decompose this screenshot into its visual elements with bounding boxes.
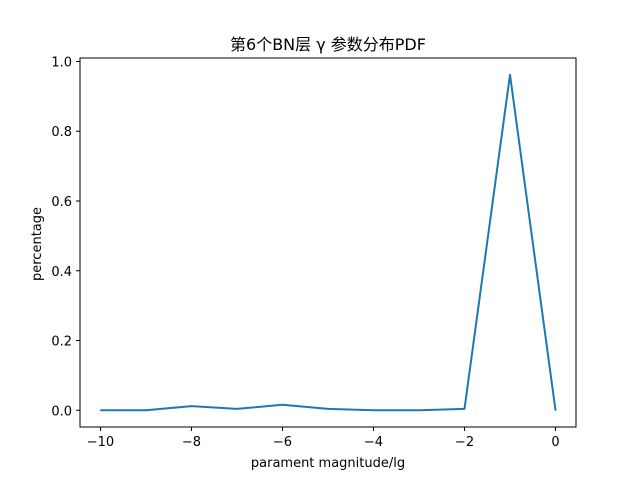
- data-point: [463, 408, 466, 410]
- series-layer: [99, 73, 557, 412]
- x-tick-label: −4: [364, 435, 383, 450]
- data-point: [236, 408, 238, 410]
- x-tick-label: −10: [87, 435, 114, 450]
- chart-title: 第6个BN层 γ 参数分布PDF: [230, 35, 426, 54]
- data-point: [145, 409, 147, 411]
- ticks: −10 −8 −6 −4 −2 0 0.0 0.2 0.4 0.6 0.8 1.0: [51, 55, 559, 450]
- y-axis-label: percentage: [30, 207, 45, 281]
- y-tick-label: 0.8: [51, 125, 72, 140]
- y-tick-label: 0.2: [51, 335, 72, 350]
- y-tick-label: 1.0: [51, 55, 72, 70]
- x-tick-label: −8: [182, 435, 201, 450]
- x-tick-label: −6: [273, 435, 292, 450]
- data-point: [190, 405, 193, 407]
- data-point: [372, 409, 375, 411]
- data-point: [418, 409, 420, 411]
- data-point: [327, 408, 329, 410]
- data-point: [554, 409, 557, 411]
- x-axis-label: parament magnitude/lg: [251, 456, 405, 471]
- data-point: [509, 74, 511, 76]
- data-point: [99, 409, 102, 411]
- data-point: [281, 404, 284, 406]
- x-tick-label: −2: [455, 435, 474, 450]
- plot-frame: [79, 57, 577, 428]
- y-tick-label: 0.0: [51, 404, 72, 419]
- y-tick-label: 0.6: [51, 195, 72, 210]
- y-tick-label: 0.4: [51, 265, 72, 280]
- x-tick-label: 0: [551, 435, 559, 450]
